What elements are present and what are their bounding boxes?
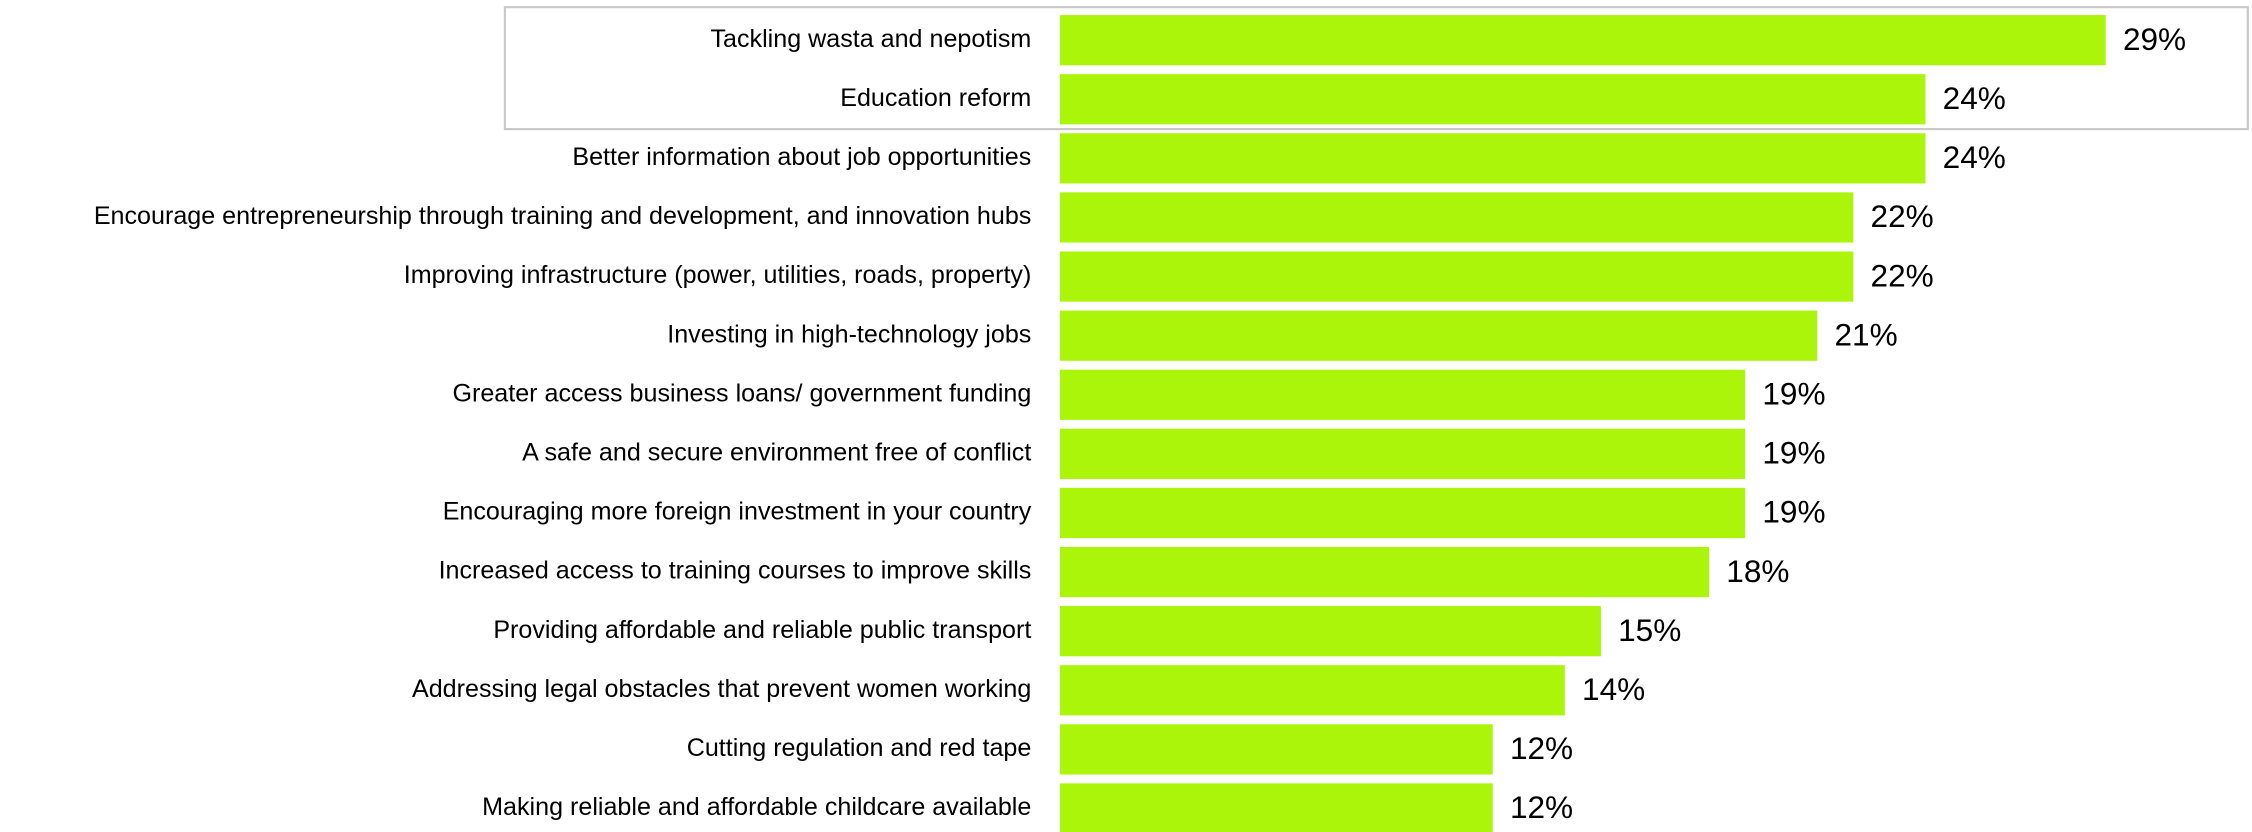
value-label: 12% (1510, 789, 1573, 825)
category-label: Improving infrastructure (power, utiliti… (404, 261, 1032, 289)
value-label: 18% (1726, 553, 1789, 589)
category-label: Encouraging more foreign investment in y… (443, 498, 1032, 526)
bar (1060, 310, 1818, 361)
value-label: 22% (1871, 257, 1934, 293)
value-label: 21% (1834, 316, 1897, 352)
value-label: 14% (1582, 671, 1645, 707)
category-label: Better information about job opportuniti… (572, 143, 1031, 171)
value-label: 22% (1871, 198, 1934, 234)
value-label: 19% (1762, 494, 1825, 530)
bar (1060, 546, 1710, 598)
value-label: 24% (1943, 139, 2006, 175)
bar (1060, 192, 1854, 243)
category-label: Greater access business loans/ governmen… (452, 379, 1031, 407)
bar (1060, 487, 1746, 539)
value-label: 24% (1943, 80, 2006, 116)
value-label: 19% (1762, 376, 1825, 412)
category-label: Providing affordable and reliable public… (493, 616, 1031, 644)
bar (1060, 369, 1746, 420)
value-label: 19% (1762, 435, 1825, 471)
bar (1060, 606, 1601, 657)
bar (1060, 15, 2106, 66)
highlight-box (503, 6, 2249, 131)
category-label: Investing in high-technology jobs (667, 320, 1031, 348)
bar (1060, 74, 1926, 125)
value-label: 29% (2123, 21, 2186, 57)
value-label: 12% (1510, 730, 1573, 766)
category-label: Making reliable and affordable childcare… (482, 793, 1031, 821)
bar (1060, 783, 1493, 832)
category-label: Education reform (840, 84, 1031, 112)
bar (1060, 665, 1565, 716)
bar (1060, 133, 1926, 184)
category-label: Cutting regulation and red tape (687, 734, 1032, 762)
bar (1060, 251, 1854, 302)
bar (1060, 724, 1493, 775)
category-label: Addressing legal obstacles that prevent … (412, 675, 1031, 703)
category-label: Tackling wasta and nepotism (710, 25, 1031, 53)
value-label: 15% (1618, 612, 1681, 648)
category-label: Increased access to training courses to … (439, 557, 1032, 585)
category-label: Encourage entrepreneurship through train… (94, 202, 1031, 230)
bar (1060, 428, 1746, 479)
category-label: A safe and secure environment free of co… (522, 438, 1031, 466)
